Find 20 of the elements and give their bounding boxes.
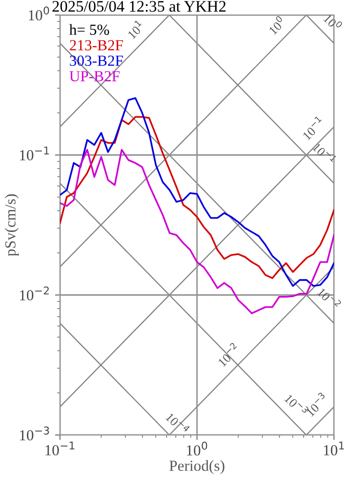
legend-title: h= 5% — [69, 24, 110, 35]
annotation: 10$^{0}$ — [266, 15, 286, 35]
y-tick-label: 10$^{−2}$ — [20, 286, 49, 300]
text: 303-B2F — [70, 56, 123, 66]
x-axis-title: Period(s) — [169, 460, 224, 474]
annotation: 10$^{1}$ — [125, 20, 145, 40]
y-tick-label: 10$^{−1}$ — [20, 146, 49, 160]
x-tick-label: 10$^{1}$ — [324, 442, 344, 456]
x-tick-label: 10$^{0}$ — [186, 442, 208, 456]
annotation: 10$^{−3}$ — [284, 392, 310, 417]
y-tick-label: 10$^{0}$ — [28, 6, 50, 20]
y-axis-title: pSv(cm/s) — [4, 194, 19, 256]
text: 213-B2F — [70, 40, 123, 50]
text: UP-B2F — [69, 71, 120, 82]
chart-title: 2025/05/04 12:35 at YKH2 — [52, 0, 226, 12]
annotation: 10$^{−2}$ — [216, 342, 240, 367]
y-tick-label: 10$^{−3}$ — [20, 426, 49, 440]
annotation: 10$^{−4}$ — [165, 410, 190, 436]
x-tick-label: 10$^{−1}$ — [46, 442, 74, 456]
annotation: 10$^{−1}$ — [300, 116, 326, 140]
